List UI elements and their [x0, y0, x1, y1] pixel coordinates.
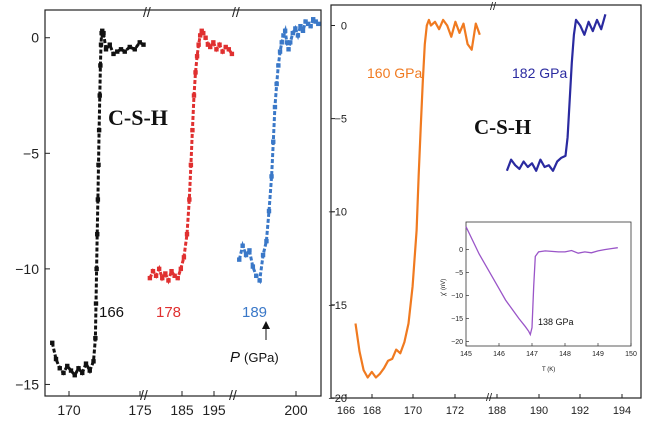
- inset-y-tick-label: −10: [451, 293, 463, 300]
- inset-y-tick-label: −5: [455, 270, 463, 277]
- inset-y-label: χ' (nV): [441, 279, 447, 296]
- right-x-tick-label: 188: [488, 405, 506, 417]
- pressure-arrow-head: [262, 321, 270, 329]
- right-series-line: [507, 14, 606, 171]
- right-x-tick-label: 166: [337, 405, 355, 417]
- left-series-trace: [239, 19, 318, 280]
- inset-y-tick-label: −15: [451, 316, 463, 323]
- right-x-tick-label: 190: [530, 405, 548, 417]
- left-y-tick-label: −5: [23, 145, 39, 161]
- inset-pressure-label: 138 GPa: [538, 317, 574, 327]
- left-axis-break-bottom-2: //: [229, 387, 237, 403]
- inset-x-tick-label: 150: [625, 351, 637, 358]
- pressure-symbol: P: [230, 349, 240, 366]
- left-label-166: 166: [99, 304, 124, 321]
- left-x-axis: 170 175 185 195 200: [57, 391, 308, 418]
- inset-x-tick-label: 145: [460, 351, 472, 358]
- left-x-tick-label: 170: [57, 402, 81, 418]
- pressure-unit: (GPa): [244, 350, 279, 365]
- right-y-tick-label: 0: [341, 20, 347, 32]
- left-axis-break-bottom-1: //: [140, 387, 148, 403]
- inset-x-tick-label: 146: [493, 351, 505, 358]
- inset-y-tick-label: 0: [459, 247, 463, 254]
- inset-plot-frame: [466, 222, 631, 346]
- right-x-tick-label: 170: [404, 405, 422, 417]
- pressure-label: P (GPa): [230, 349, 279, 366]
- left-series-group: [50, 17, 320, 377]
- left-y-tick-label: −10: [15, 261, 39, 277]
- right-y-tick-label: −10: [328, 207, 347, 219]
- right-y-tick-label: −15: [328, 300, 347, 312]
- right-chart: 0 −5 −10 −15 −20 166 168 170 172 188 190 192 194 //…: [328, 1, 641, 417]
- right-y-tick-label: −20: [328, 393, 347, 405]
- inset-y-tick-label: −20: [451, 339, 463, 346]
- left-x-tick-label: 200: [284, 402, 308, 418]
- right-label-182: 182 GPa: [512, 65, 567, 81]
- left-y-tick-label: −15: [15, 376, 39, 392]
- right-y-tick-label: −5: [334, 114, 347, 126]
- right-axis-break-bottom: //: [486, 392, 493, 404]
- right-x-tick-label: 168: [363, 405, 381, 417]
- right-label-160: 160 GPa: [367, 65, 422, 81]
- right-x-tick-label: 194: [613, 405, 631, 417]
- left-sample-label: C-S-H: [108, 105, 168, 130]
- left-series-trace: [150, 31, 232, 281]
- inset-x-tick-label: 149: [592, 351, 604, 358]
- right-axis-break-top: //: [490, 1, 497, 13]
- left-plot-frame: [45, 10, 321, 396]
- right-sample-label: C-S-H: [474, 115, 531, 139]
- inset-x-label: T (K): [542, 367, 555, 373]
- inset-chart: 0−5−10−15−20 145 146 147 148 149 150 138 GPa …: [441, 222, 637, 373]
- left-x-tick-label: 185: [170, 402, 194, 418]
- right-x-tick-label: 172: [446, 405, 464, 417]
- left-x-tick-label: 175: [128, 402, 152, 418]
- left-label-189: 189: [242, 304, 267, 321]
- left-label-178: 178: [156, 304, 181, 321]
- inset-x-tick-label: 148: [559, 351, 571, 358]
- left-axis-break-top-1: //: [143, 4, 151, 20]
- left-x-tick-label: 195: [202, 402, 226, 418]
- right-x-tick-label: 192: [571, 405, 589, 417]
- inset-x-tick-label: 147: [526, 351, 538, 358]
- left-y-tick-label: 0: [31, 30, 39, 46]
- left-series-trace: [52, 31, 143, 375]
- left-axis-break-top-2: //: [232, 4, 240, 20]
- left-chart: 0 −5 −10 −15 170 175 185 195 200 // // // // C-…: [15, 4, 321, 418]
